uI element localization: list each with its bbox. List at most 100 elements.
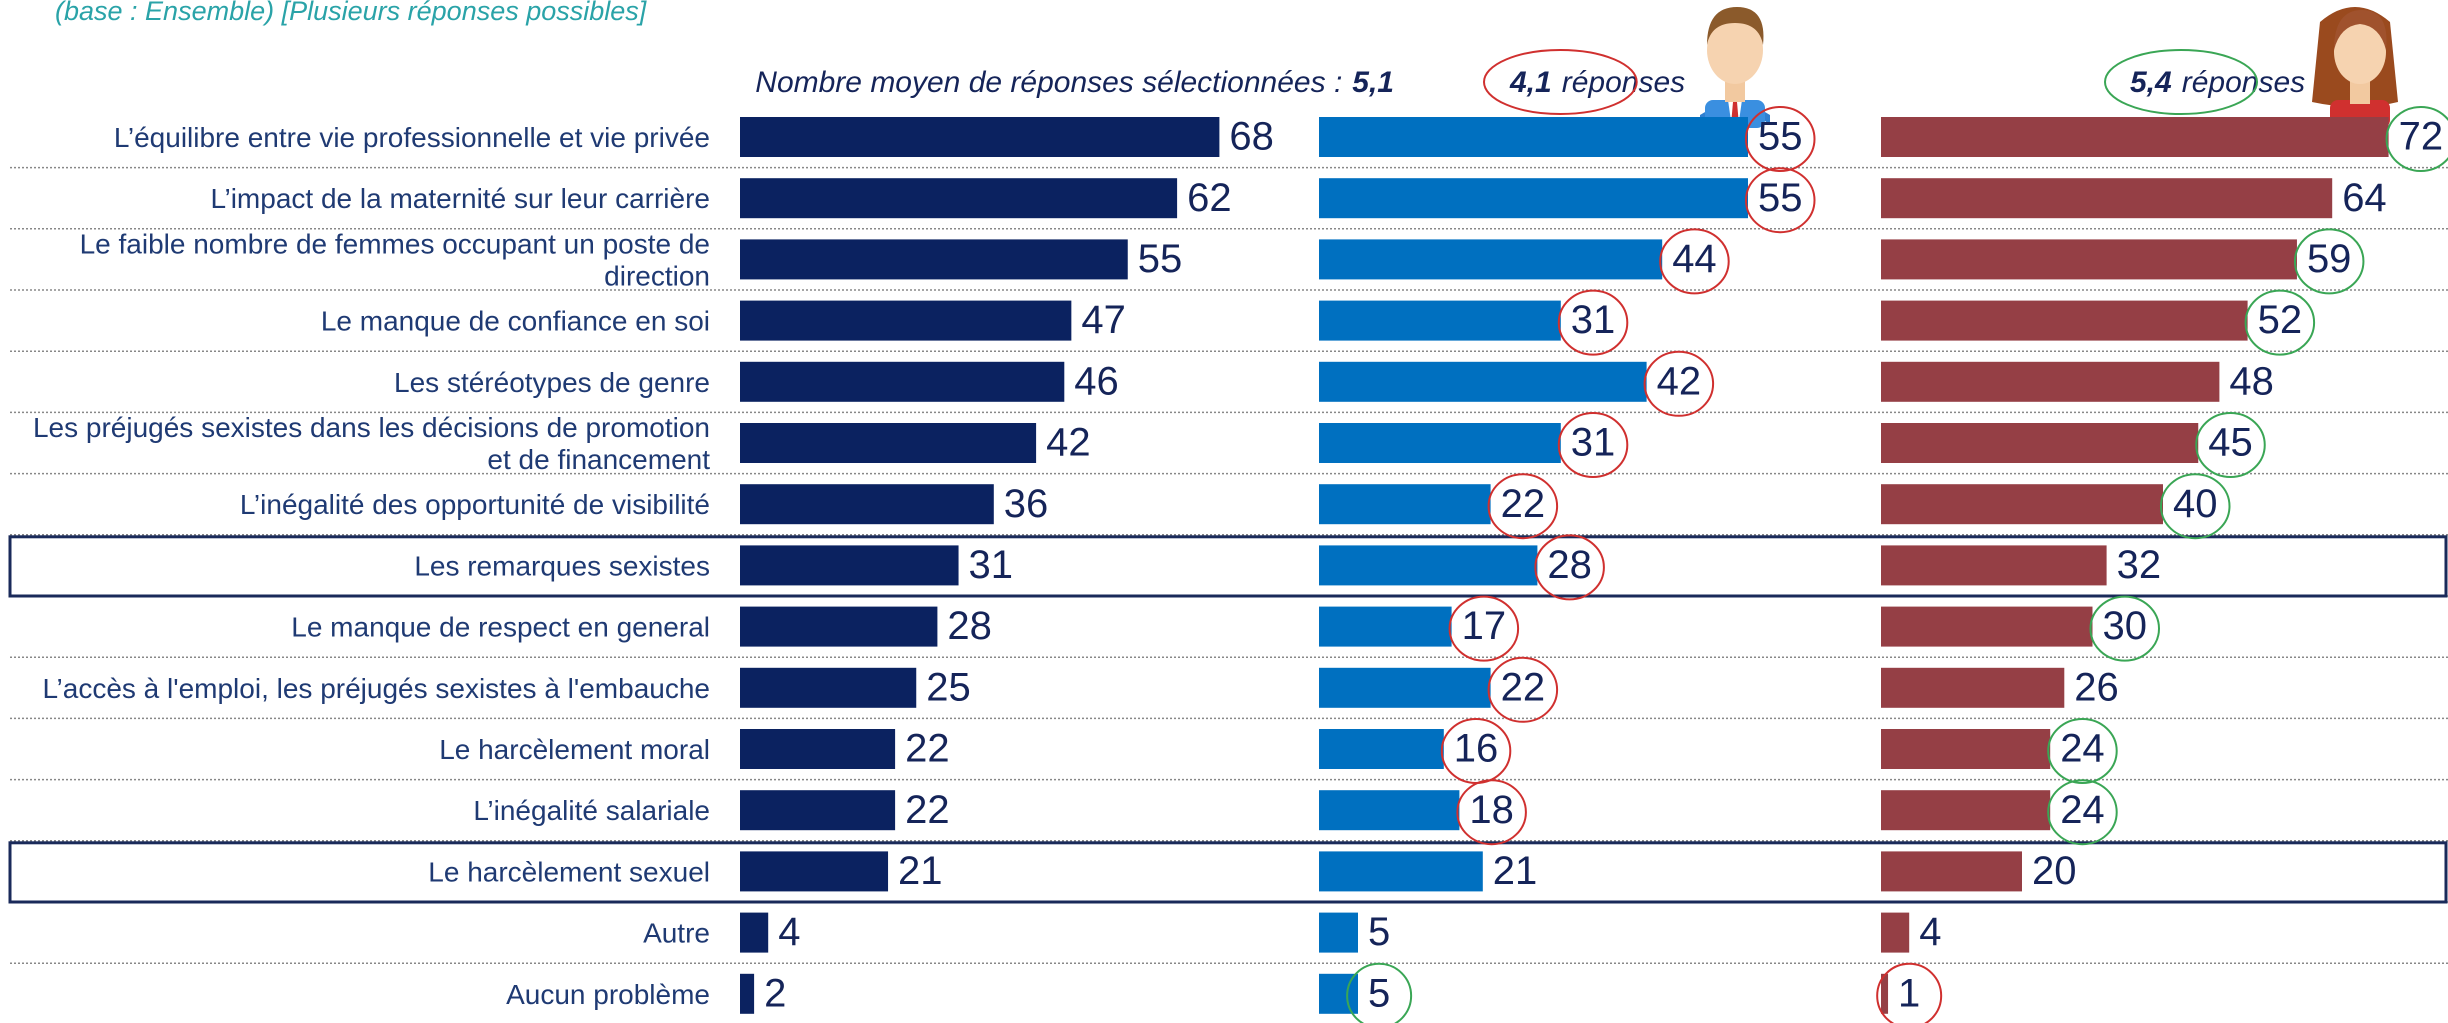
category-label-line: direction: [604, 260, 710, 291]
bar: [1319, 300, 1561, 341]
average-annotation: Nombre moyen de réponses sélectionnées :…: [755, 66, 1394, 99]
value-label: 44: [1672, 237, 1717, 281]
value-label: 2: [764, 971, 786, 1015]
value-label: 22: [1501, 482, 1546, 526]
bar: [740, 239, 1128, 280]
bar: [740, 729, 896, 769]
value-circle: [1643, 350, 1715, 417]
man-icon: [1700, 7, 1770, 128]
value-label: 20: [2032, 849, 2077, 893]
value-label: 24: [2060, 727, 2105, 771]
value-label: 25: [926, 665, 971, 709]
bar: [740, 361, 1065, 402]
value-circle: [1346, 962, 1413, 1023]
bar: [1881, 239, 2297, 280]
bar: [740, 484, 994, 525]
category-label: Le harcèlement sexuel: [428, 856, 710, 887]
value-circle: [2244, 289, 2316, 356]
bar: [1319, 729, 1444, 769]
category-label: L’inégalité des opportunité de visibilit…: [240, 489, 710, 520]
value-label: 31: [1571, 298, 1616, 342]
value-circle: [1487, 473, 1559, 540]
value-label: 31: [969, 543, 1014, 587]
answers-value: 4,1: [1509, 66, 1552, 99]
answers-annotation: 5,4 réponses: [2130, 66, 2305, 99]
value-label: 24: [2060, 788, 2105, 832]
value-label: 72: [2399, 115, 2444, 159]
bar: [740, 117, 1220, 157]
value-label: 68: [1229, 115, 1274, 159]
value-circle: [1745, 167, 1816, 234]
value-circle: [2047, 718, 2118, 784]
bar: [740, 423, 1037, 463]
answers-value: 5,4: [2130, 66, 2172, 99]
bar: [1319, 790, 1460, 831]
value-label: 22: [905, 788, 950, 832]
value-label: 22: [905, 727, 950, 771]
subtitle: (base : Ensemble) [Plusieurs réponses po…: [55, 0, 648, 26]
category-label: Le manque de confiance en soi: [321, 306, 710, 337]
bar: [1881, 606, 2093, 647]
bar: [1881, 423, 2199, 463]
value-label: 18: [1469, 788, 1514, 832]
bar: [1319, 851, 1483, 892]
value-label: 32: [2117, 543, 2162, 587]
bar: [1881, 973, 1889, 1014]
value-label: 4: [778, 910, 800, 954]
value-label: 21: [1493, 849, 1538, 893]
value-circle: [1534, 534, 1605, 601]
value-circle: [2385, 106, 2448, 172]
bar: [1319, 606, 1452, 647]
category-label: Le manque de respect en general: [291, 612, 710, 643]
value-label: 42: [1657, 359, 1702, 403]
value-circle: [1557, 412, 1629, 478]
bar: [1319, 361, 1647, 402]
value-circle: [2089, 595, 2160, 662]
bar: [740, 912, 769, 953]
value-label: 26: [2074, 665, 2119, 709]
bar: [740, 606, 938, 647]
value-label: 55: [1138, 237, 1183, 281]
category-label: Le faible nombre de femmes occupant un p…: [80, 228, 710, 291]
value-label: 21: [898, 849, 943, 893]
category-label-line: Le faible nombre de femmes occupant un p…: [80, 228, 710, 259]
bar: [740, 178, 1178, 219]
bar: [1881, 667, 2065, 708]
bar: [1319, 545, 1538, 586]
bar: [1881, 484, 2163, 525]
value-label: 5: [1368, 971, 1390, 1015]
value-label: 47: [1081, 298, 1126, 342]
value-circle: [1745, 106, 1816, 172]
value-label: 40: [2173, 482, 2218, 526]
category-label: Les remarques sexistes: [414, 550, 710, 581]
value-circle: [2293, 228, 2365, 295]
answers-annotation: 4,1 réponses: [1509, 66, 1685, 99]
value-label: 36: [1004, 482, 1049, 526]
bar: [1319, 423, 1561, 463]
value-circle: [1487, 656, 1559, 723]
value-label: 46: [1074, 359, 1119, 403]
bar: [740, 973, 755, 1014]
value-circle: [1557, 289, 1629, 356]
value-circle: [1456, 779, 1527, 846]
value-label: 42: [1046, 421, 1091, 465]
bar: [1319, 667, 1491, 708]
bar: [1319, 178, 1748, 219]
bar: [1881, 178, 2333, 219]
value-label: 52: [2258, 298, 2303, 342]
average-label: Nombre moyen de réponses sélectionnées :: [755, 66, 1342, 99]
value-label: 30: [2103, 604, 2148, 648]
value-label: 17: [1462, 604, 1507, 648]
value-label: 45: [2208, 421, 2253, 465]
value-circle: [2160, 473, 2231, 540]
value-label: 22: [1501, 665, 1546, 709]
bar: [1881, 912, 1910, 953]
bar: [740, 790, 896, 831]
value-label: 55: [1758, 115, 1803, 159]
value-label: 16: [1454, 727, 1499, 771]
bar: [1319, 912, 1358, 953]
answers-circle: [2104, 49, 2259, 115]
value-circle: [1448, 595, 1520, 662]
